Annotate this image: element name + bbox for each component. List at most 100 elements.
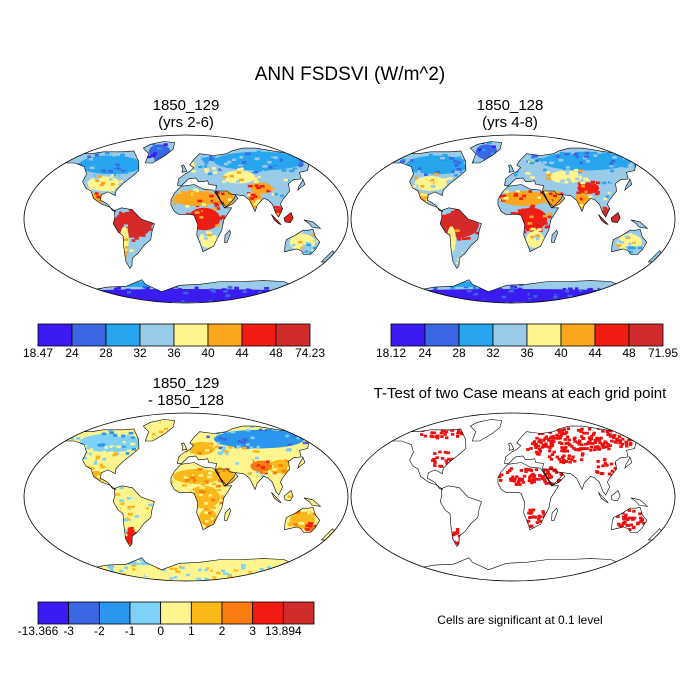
grid-cell — [239, 430, 244, 434]
grid-cell — [282, 576, 287, 580]
grid-cell — [225, 472, 231, 476]
grid-cell — [390, 293, 392, 297]
grid-cell — [543, 222, 548, 225]
grid-cell — [138, 232, 143, 235]
grid-cell — [199, 168, 205, 172]
grid-cell — [139, 294, 145, 298]
grid-cell — [537, 221, 543, 225]
significant-cell — [457, 429, 461, 433]
coastline-eurasia — [177, 147, 318, 218]
grid-cell — [259, 190, 263, 194]
grid-cell — [242, 290, 247, 293]
grid-cell — [119, 291, 124, 295]
grid-cell — [395, 299, 400, 303]
grid-cell — [212, 207, 217, 211]
grid-cell — [307, 574, 312, 578]
grid-cell — [326, 575, 331, 579]
significant-cell — [638, 512, 642, 516]
grid-cell — [217, 467, 222, 470]
significant-cell — [429, 434, 433, 438]
grid-cell — [430, 178, 435, 182]
grid-cell — [414, 176, 418, 180]
grid-cell — [129, 229, 134, 232]
grid-cell — [227, 172, 231, 175]
colorbar-swatch — [390, 323, 426, 347]
grid-cell — [254, 577, 260, 581]
significant-cell — [441, 429, 446, 433]
significant-cell — [435, 456, 439, 460]
grid-cell — [447, 177, 453, 180]
grid-cell — [258, 428, 263, 432]
significant-cell — [527, 479, 532, 483]
grid-cell — [457, 209, 462, 213]
grid-cell — [652, 300, 658, 303]
significant-cell — [446, 451, 450, 455]
grid-cell — [637, 246, 643, 250]
grid-cell — [473, 286, 477, 289]
grid-cell — [509, 286, 515, 290]
grid-cell — [109, 451, 114, 454]
grid-cell — [209, 214, 215, 217]
colorbar-tick-label: 44 — [235, 346, 249, 360]
significant-cell — [544, 444, 548, 448]
grid-cell — [397, 293, 402, 297]
significant-cell — [552, 450, 556, 454]
grid-cell — [528, 190, 533, 193]
significant-cell — [580, 453, 585, 457]
significant-cell — [443, 450, 448, 454]
grid-cell — [424, 197, 429, 201]
grid-cell — [528, 299, 533, 302]
grid-cell — [499, 293, 504, 296]
grid-cell — [287, 163, 291, 166]
grid-cell — [170, 198, 174, 202]
grid-cell — [219, 434, 225, 438]
grid-cell — [208, 471, 213, 475]
grid-cell — [289, 522, 294, 525]
grid-cell — [101, 432, 107, 436]
grid-cell — [94, 173, 99, 177]
grid-cell — [272, 196, 277, 200]
colorbar-swatch — [71, 323, 107, 347]
grid-cell — [217, 298, 221, 302]
grid-cell — [513, 212, 518, 215]
grid-cell — [323, 569, 328, 573]
grid-cell — [219, 501, 224, 505]
grid-cell — [399, 299, 405, 302]
grid-cell — [154, 150, 159, 154]
grid-cell — [519, 294, 525, 298]
significant-cell — [528, 508, 532, 512]
grid-cell — [222, 302, 227, 303]
grid-cell — [510, 285, 514, 289]
grid-cell — [135, 229, 139, 232]
grid-cell — [299, 234, 304, 237]
coastline-greenland — [142, 419, 175, 442]
grid-cell — [161, 568, 166, 572]
grid-cell — [209, 288, 215, 291]
grid-cell — [299, 522, 305, 525]
coastline-uk — [507, 164, 515, 173]
grid-cell — [547, 215, 552, 219]
grid-cell — [57, 291, 61, 294]
grid-cell — [95, 455, 101, 459]
grid-cell — [89, 448, 94, 451]
grid-cell — [611, 160, 616, 163]
grid-cell — [91, 452, 97, 456]
significant-cell — [438, 450, 442, 454]
significant-cell — [610, 469, 615, 473]
grid-cell — [536, 237, 540, 241]
grid-cell — [379, 294, 383, 297]
grid-cell — [177, 483, 181, 486]
grid-cell — [94, 192, 99, 195]
grid-cell — [602, 206, 607, 210]
grid-cell — [472, 292, 478, 296]
grid-cell — [546, 177, 552, 180]
grid-cell — [95, 179, 100, 182]
significant-cell — [550, 435, 554, 439]
grid-cell — [234, 296, 239, 300]
grid-cell — [245, 288, 251, 292]
grid-cell — [127, 256, 132, 259]
grid-cell — [613, 290, 618, 294]
grid-cell — [121, 302, 126, 303]
grid-cell — [155, 421, 159, 425]
grid-cell — [311, 233, 317, 237]
